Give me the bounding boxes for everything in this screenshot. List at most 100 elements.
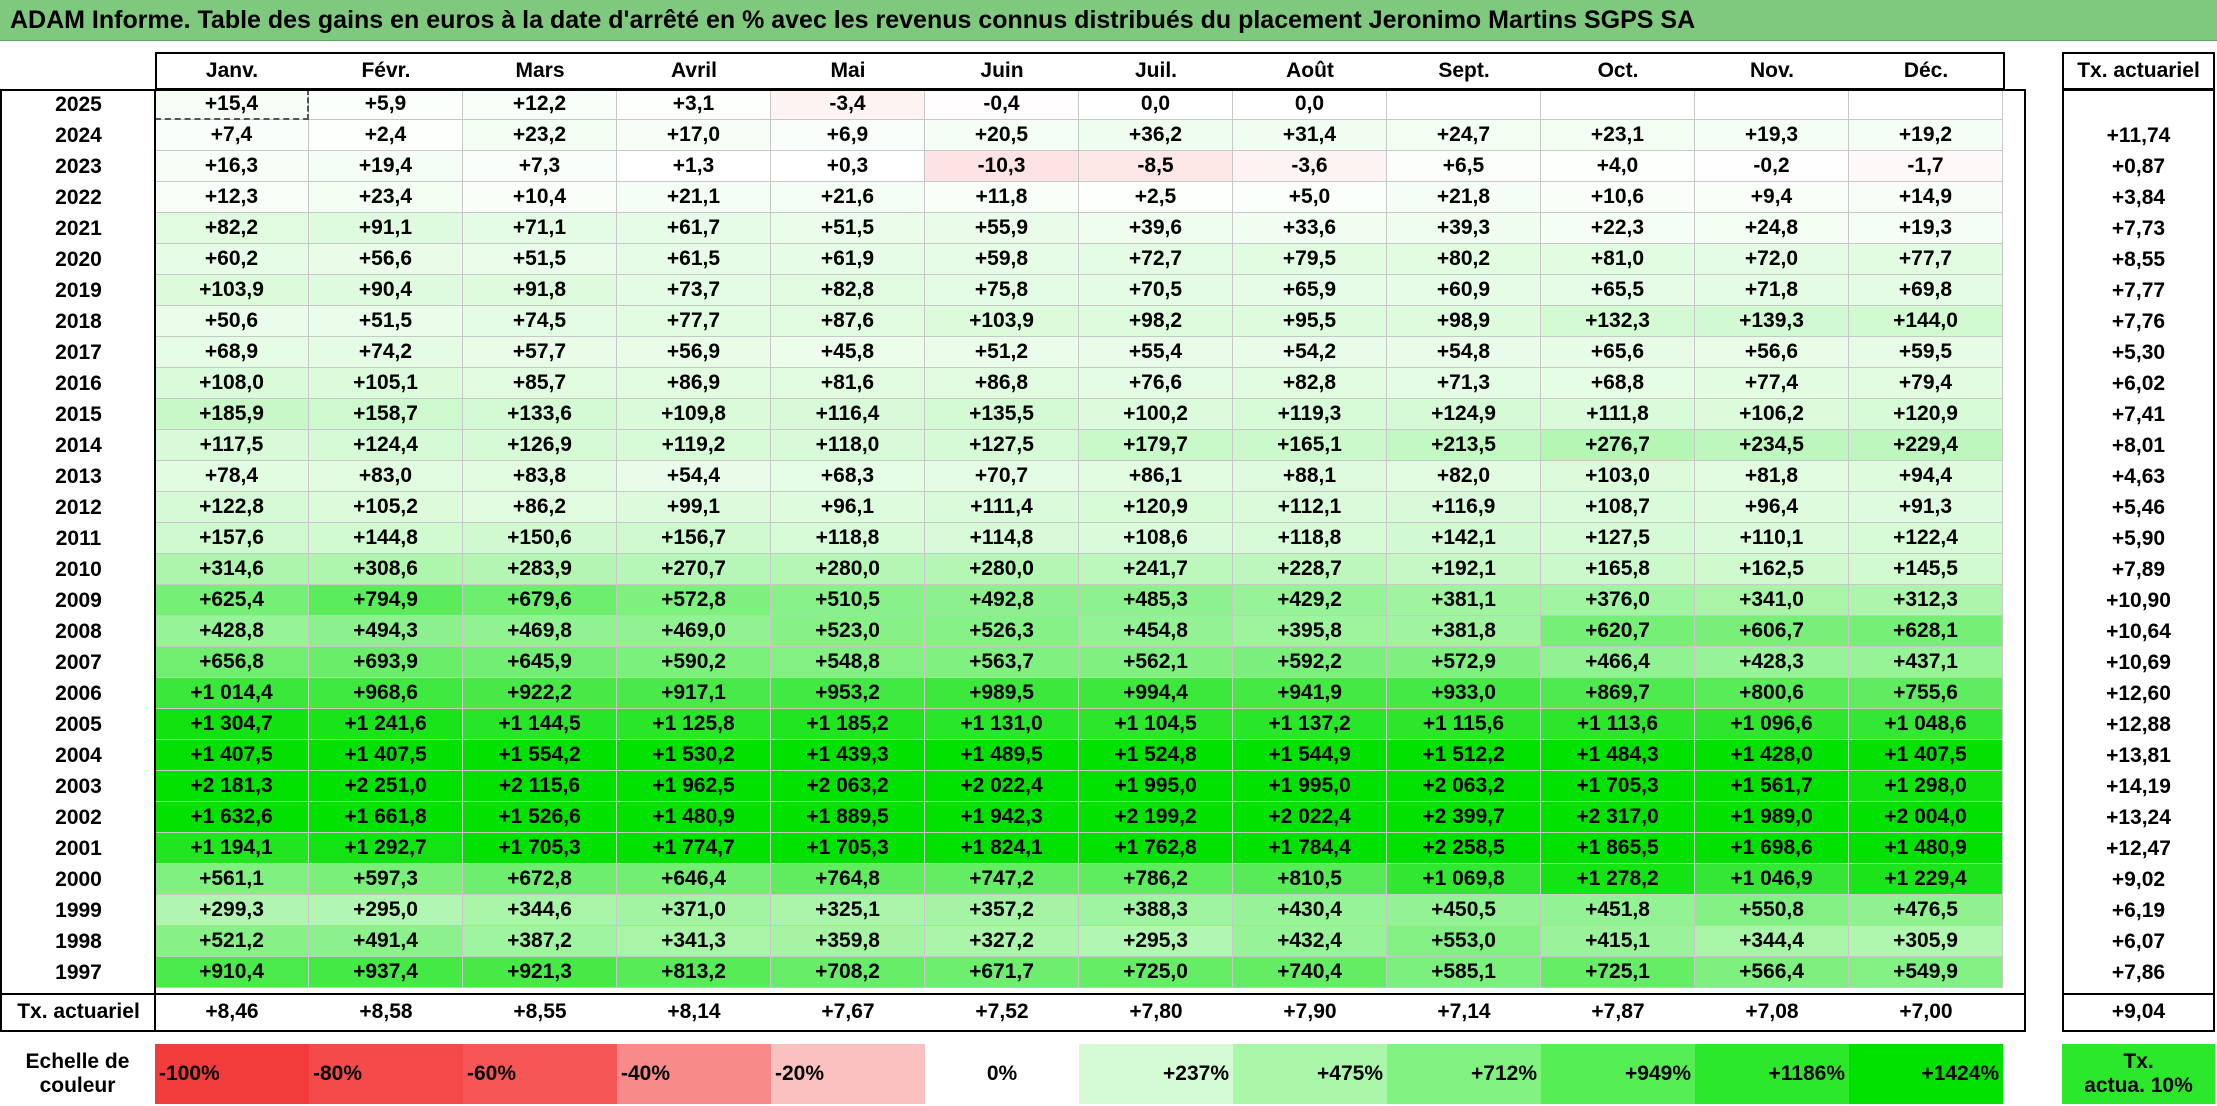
table-cell: +656,8 <box>155 647 309 678</box>
table-cell: +72,7 <box>1079 244 1233 275</box>
table-cell: +56,9 <box>617 337 771 368</box>
scale-step: +949% <box>1541 1044 1695 1104</box>
rate-cell: +10,64 <box>2106 619 2171 643</box>
table-cell: +295,0 <box>309 895 463 926</box>
table-cell: +910,4 <box>155 957 309 988</box>
rate-column-header: Tx. actuariel <box>2077 58 2200 82</box>
footer-rate-cell: +7,52 <box>975 1000 1029 1023</box>
rate-cell: +10,69 <box>2106 650 2171 674</box>
column-header: Juin <box>980 58 1024 82</box>
table-cell <box>1849 89 2003 120</box>
table-cell: +82,8 <box>771 275 925 306</box>
table-cell: +96,1 <box>771 492 925 523</box>
table-cell <box>1387 89 1541 120</box>
table-cell: +430,4 <box>1233 895 1387 926</box>
table-cell: +108,0 <box>155 368 309 399</box>
table-cell: +1 137,2 <box>1233 709 1387 740</box>
column-header: Mai <box>830 58 866 82</box>
table-cell: +79,5 <box>1233 244 1387 275</box>
table-cell: +116,4 <box>771 399 925 430</box>
table-cell: +1 962,5 <box>617 771 771 802</box>
year-label: 2020 <box>55 247 102 271</box>
table-cell: +2 181,3 <box>155 771 309 802</box>
table-cell: +941,9 <box>1233 678 1387 709</box>
table-cell: +54,4 <box>617 461 771 492</box>
table-cell: +395,8 <box>1233 616 1387 647</box>
table-cell: +679,6 <box>463 585 617 616</box>
table-cell: +1 194,1 <box>155 833 309 864</box>
table-cell: +59,8 <box>925 244 1079 275</box>
table-cell: +1 480,9 <box>617 802 771 833</box>
table-cell: +1 661,8 <box>309 802 463 833</box>
table-cell: +1 989,0 <box>1695 802 1849 833</box>
table-cell: +2 399,7 <box>1387 802 1541 833</box>
table-cell: +485,3 <box>1079 585 1233 616</box>
table-cell: +1 046,9 <box>1695 864 1849 895</box>
table-cell: +127,5 <box>1541 523 1695 554</box>
table-cell: +572,8 <box>617 585 771 616</box>
table-cell: +1 484,3 <box>1541 740 1695 771</box>
year-label: 2001 <box>55 836 102 860</box>
table-cell: +476,5 <box>1849 895 2003 926</box>
table-cell: +126,9 <box>463 430 617 461</box>
table-cell: +1 014,4 <box>155 678 309 709</box>
rate-cell: +5,90 <box>2111 526 2166 550</box>
table-cell: +494,3 <box>309 616 463 647</box>
table-cell: +156,7 <box>617 523 771 554</box>
table-cell: +142,1 <box>1387 523 1541 554</box>
footer-rate-cell: +7,67 <box>821 1000 875 1023</box>
column-header: Janv. <box>205 58 259 82</box>
table-cell: +185,9 <box>155 399 309 430</box>
scale-step: -100% <box>155 1044 309 1104</box>
table-cell: +764,8 <box>771 864 925 895</box>
table-cell: +1 995,0 <box>1079 771 1233 802</box>
table-cell: +2 063,2 <box>1387 771 1541 802</box>
table-cell: +549,9 <box>1849 957 2003 988</box>
table-cell: +14,9 <box>1849 182 2003 213</box>
column-header: Juil. <box>1134 58 1177 82</box>
year-label: 1997 <box>55 960 102 984</box>
year-label: 2014 <box>55 433 102 457</box>
table-cell: +98,2 <box>1079 306 1233 337</box>
year-label: 2011 <box>55 526 102 550</box>
column-header: Mars <box>515 58 565 82</box>
table-cell: +12,2 <box>463 89 617 120</box>
table-cell: +1 762,8 <box>1079 833 1233 864</box>
table-cell: +98,9 <box>1387 306 1541 337</box>
table-cell: +428,3 <box>1695 647 1849 678</box>
table-cell: +103,9 <box>155 275 309 306</box>
table-cell: +1 995,0 <box>1233 771 1387 802</box>
table-cell: +11,8 <box>925 182 1079 213</box>
table-cell: +162,5 <box>1695 554 1849 585</box>
table-cell: +21,8 <box>1387 182 1541 213</box>
table-cell: +7,4 <box>155 120 309 151</box>
table-cell: +1 292,7 <box>309 833 463 864</box>
table-cell: +179,7 <box>1079 430 1233 461</box>
table-cell: +77,7 <box>617 306 771 337</box>
table-cell: +165,8 <box>1541 554 1695 585</box>
table-cell: +526,3 <box>925 616 1079 647</box>
scale-label-line1: Echelle de <box>25 1050 130 1073</box>
table-cell: +937,4 <box>309 957 463 988</box>
table-cell: +1 824,1 <box>925 833 1079 864</box>
table-cell: +119,3 <box>1233 399 1387 430</box>
table-cell: +1 439,3 <box>771 740 925 771</box>
table-cell: +157,6 <box>155 523 309 554</box>
table-cell: +1 632,6 <box>155 802 309 833</box>
table-cell: +1 407,5 <box>1849 740 2003 771</box>
table-cell: +73,7 <box>617 275 771 306</box>
footer-label: Tx. actuariel <box>17 1000 140 1023</box>
table-cell: +71,3 <box>1387 368 1541 399</box>
table-cell: +19,3 <box>1695 120 1849 151</box>
table-cell: +56,6 <box>309 244 463 275</box>
table-cell: +786,2 <box>1079 864 1233 895</box>
table-cell: +19,3 <box>1849 213 2003 244</box>
rate-cell: +5,46 <box>2111 495 2166 519</box>
table-cell: +16,3 <box>155 151 309 182</box>
table-cell: +620,7 <box>1541 616 1695 647</box>
table-cell: +968,6 <box>309 678 463 709</box>
footer-rate-cell: +8,14 <box>667 1000 721 1023</box>
table-cell: +74,2 <box>309 337 463 368</box>
table-cell: +109,8 <box>617 399 771 430</box>
table-cell: +740,4 <box>1233 957 1387 988</box>
